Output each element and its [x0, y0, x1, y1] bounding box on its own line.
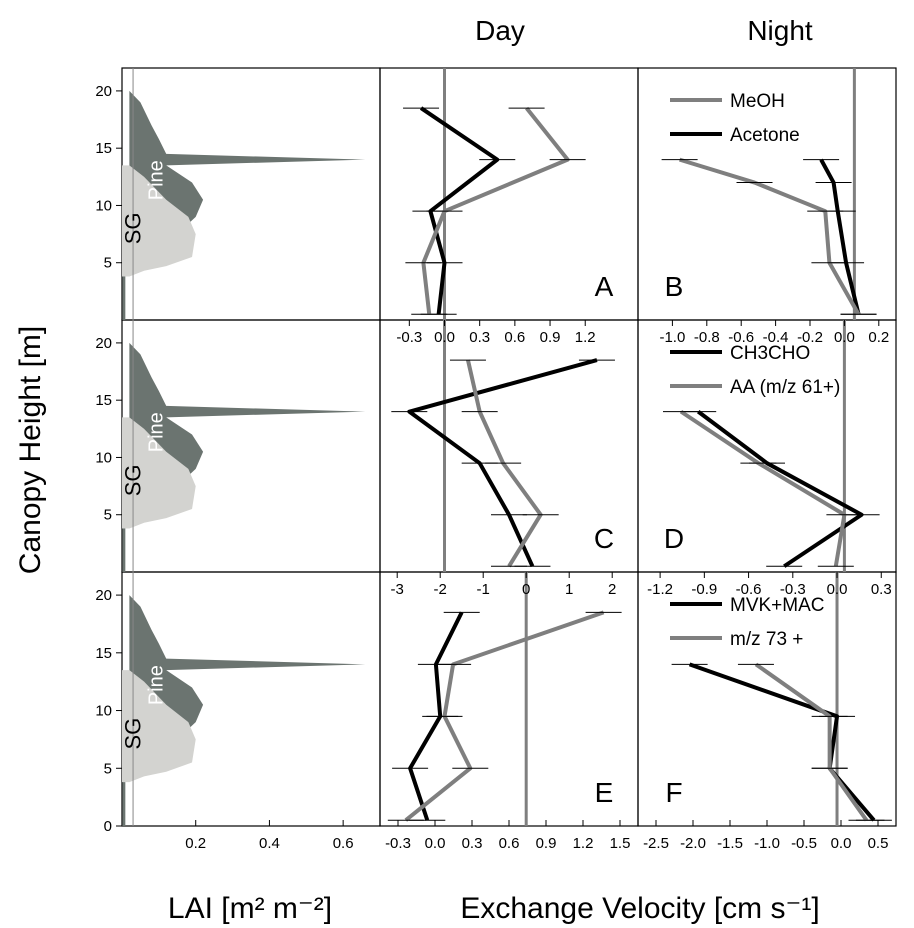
y-tick-label: 20: [95, 587, 112, 604]
legend-label: CH3CHO: [730, 343, 810, 364]
sg-area: [122, 417, 196, 529]
x-tick-label: 0.4: [259, 835, 280, 852]
y-tick-label: 15: [95, 392, 112, 409]
panel-letter: A: [595, 271, 614, 302]
x-tick-label: -2.5: [643, 835, 669, 852]
pine-label: Pine: [146, 412, 168, 452]
panel-letter: C: [594, 523, 614, 554]
y-tick-label: 5: [104, 760, 112, 777]
x-tick-label: -2: [434, 581, 447, 598]
y-tick-label: 10: [95, 703, 112, 720]
x-tick-label: 0.6: [499, 835, 520, 852]
legend-label: MVK+MAC: [730, 595, 825, 616]
x-tick-label: 0.9: [536, 835, 557, 852]
col-header-day: Day: [475, 15, 525, 46]
panel-letter: D: [664, 523, 684, 554]
pine-label: Pine: [146, 665, 168, 705]
y-tick-label: 10: [95, 449, 112, 466]
x-tick-label: -0.3: [396, 329, 422, 346]
pine-area: [129, 90, 366, 246]
y-tick-label: 5: [104, 507, 112, 524]
series-line-aamz61: [679, 409, 847, 567]
pine-area: [129, 342, 366, 498]
x-tick-label: -0.5: [791, 835, 817, 852]
legend-label: Acetone: [730, 125, 800, 146]
x-tick-label: -2.0: [680, 835, 706, 852]
legend-label: m/z 73 +: [730, 629, 803, 650]
panel-letter: E: [595, 777, 614, 808]
y-tick-label: 20: [95, 335, 112, 352]
x-tick-label: -3: [391, 581, 404, 598]
legend-label: MeOH: [730, 91, 785, 112]
x-tick-label: 0.3: [469, 329, 490, 346]
x-tick-label: -0.3: [385, 835, 411, 852]
y-tick-label: 20: [95, 83, 112, 100]
x-tick-label: -1.2: [647, 581, 673, 598]
x-tick-label: 0.0: [834, 329, 855, 346]
x-tick-label: -0.2: [797, 329, 823, 346]
sg-area: [122, 165, 196, 277]
x-tick-label: 0.2: [868, 329, 889, 346]
series-line-mz73: [754, 662, 869, 822]
y-tick-label: 5: [104, 255, 112, 272]
x-tick-label: -0.6: [728, 329, 754, 346]
pine-area: [129, 595, 366, 751]
x-tick-label: 0.6: [504, 329, 525, 346]
x-tick-label: 0: [522, 581, 530, 598]
x-tick-label: -1: [477, 581, 490, 598]
series-line-mvkmac: [688, 662, 876, 822]
y-tick-label: 15: [95, 645, 112, 662]
x-tick-label: 0.5: [868, 835, 889, 852]
x-tick-label: -0.3: [780, 581, 806, 598]
x-axis-label-left: LAI [m² m⁻²]: [168, 892, 332, 925]
y-tick-label: 15: [95, 140, 112, 157]
panel-letter: B: [665, 271, 684, 302]
sg-label: SG: [120, 212, 145, 244]
series-line-ch3cho: [697, 410, 864, 568]
sg-label: SG: [120, 718, 145, 750]
x-tick-label: -0.8: [694, 329, 720, 346]
x-tick-label: 1.5: [610, 835, 631, 852]
x-tick-label: -0.9: [691, 581, 717, 598]
y-tick-label: 10: [95, 197, 112, 214]
x-tick-label: 0.2: [185, 835, 206, 852]
x-axis-label-right: Exchange Velocity [cm s⁻¹]: [460, 892, 819, 925]
x-tick-label: -1.0: [659, 329, 685, 346]
x-tick-label: 0.9: [540, 329, 561, 346]
x-tick-label: -1.0: [754, 835, 780, 852]
sg-label: SG: [120, 464, 145, 496]
x-tick-label: 0.3: [871, 581, 892, 598]
x-tick-label: 1: [565, 581, 573, 598]
x-tick-label: -1.5: [717, 835, 743, 852]
x-tick-label: 1.2: [573, 835, 594, 852]
x-tick-label: 0.6: [333, 835, 354, 852]
pine-label: Pine: [146, 160, 168, 200]
x-tick-label: 1.2: [575, 329, 596, 346]
x-tick-label: 0.0: [434, 329, 455, 346]
x-tick-label: -0.6: [736, 581, 762, 598]
x-tick-label: 0.3: [462, 835, 483, 852]
y-axis-label: Canopy Height [m]: [14, 326, 47, 574]
x-tick-label: 0.0: [827, 581, 848, 598]
col-header-night: Night: [747, 15, 813, 46]
x-tick-label: 2: [608, 581, 616, 598]
panel-letter: F: [665, 777, 682, 808]
y-tick-label: 0: [104, 818, 112, 835]
x-tick-label: -0.4: [763, 329, 789, 346]
legend-label: AA (m/z 61+): [730, 377, 840, 398]
x-tick-label: 0.0: [425, 835, 446, 852]
x-tick-label: 0.0: [831, 835, 852, 852]
sg-area: [122, 670, 196, 783]
